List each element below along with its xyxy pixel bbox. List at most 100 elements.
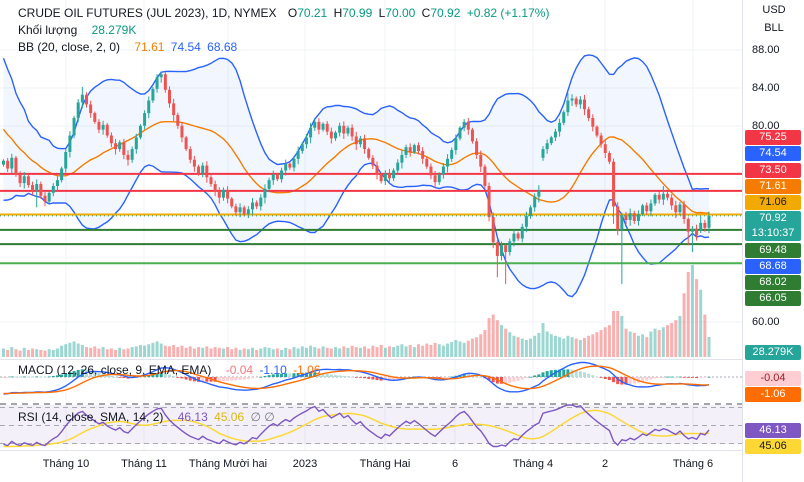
symbol-header[interactable]: CRUDE OIL FUTURES (JUL 2023), 1D, NYMEX …	[18, 6, 552, 20]
volume-bar	[570, 337, 574, 357]
volume-bar	[155, 341, 159, 357]
volume-bar	[2, 348, 5, 357]
volume-bar	[562, 338, 566, 357]
volume-bar	[632, 332, 636, 357]
volume-study-header[interactable]: Khối lượng 28.279K	[18, 23, 139, 37]
macd-histogram-bar	[251, 377, 254, 379]
candle-body	[80, 94, 84, 103]
candle-body	[246, 209, 250, 215]
macd-histogram-bar	[292, 373, 296, 377]
bb-fill	[3, 54, 709, 297]
volume-bar	[85, 347, 88, 357]
volume-bar	[379, 344, 383, 357]
volume-bar	[354, 347, 358, 357]
volume-bar	[151, 342, 155, 357]
plot-area[interactable]	[0, 0, 742, 450]
price-chart[interactable]	[0, 0, 804, 450]
candle-body	[520, 226, 524, 239]
price-axis-label: 71.06	[745, 195, 801, 210]
candle-body	[163, 74, 167, 90]
candle-body	[317, 121, 321, 130]
volume-bar	[636, 335, 640, 357]
change-value: +0.82 (+1.17%)	[466, 6, 550, 20]
rsi-ma-line	[3, 409, 710, 448]
volume-bar	[313, 347, 317, 357]
volume-bar	[541, 323, 545, 357]
candle-body	[217, 191, 221, 198]
volume-bar	[466, 340, 470, 357]
macd-histogram-bar	[587, 373, 591, 377]
volume-bar	[421, 345, 425, 357]
macd-histogram-bar	[533, 375, 537, 377]
low-value: 70.00	[385, 6, 416, 20]
volume-bar	[296, 348, 300, 357]
volume-bar	[686, 272, 690, 357]
candle-body	[2, 160, 5, 165]
volume-bar	[545, 331, 549, 357]
macd-histogram-bar	[583, 372, 586, 377]
macd-histogram-bar	[176, 377, 180, 378]
macd-histogram-bar	[624, 377, 628, 385]
volume-bar	[89, 347, 93, 357]
volume-bar	[105, 349, 109, 357]
volume-bar	[396, 345, 400, 357]
candle-body	[462, 121, 466, 128]
volume-bar	[583, 337, 586, 357]
bb-study-header[interactable]: BB (20, close, 2, 0) 71.61 74.54 68.68	[18, 40, 240, 54]
candle-body	[408, 147, 412, 153]
price-axis-label: 45.06	[745, 439, 801, 454]
macd-histogram-bar	[520, 377, 524, 380]
volume-bar	[338, 348, 342, 357]
candle-body	[707, 215, 711, 228]
candle-body	[342, 125, 346, 134]
macd-signal-value: -1.06	[293, 363, 321, 377]
price-axis-label: 75.25	[745, 130, 801, 145]
volume-bar	[10, 347, 14, 357]
macd-histogram-bar	[201, 377, 205, 382]
macd-histogram-bar	[628, 377, 632, 384]
volume-bar	[529, 338, 533, 357]
volume-bar	[14, 349, 18, 357]
macd-pane-header[interactable]: MACD (12, 26, close, 9, EMA, EMA) -0.04 …	[18, 363, 324, 377]
candle-body	[558, 122, 562, 132]
candle-body	[483, 166, 487, 187]
macd-histogram-bar	[570, 369, 574, 377]
volume-bar	[346, 347, 350, 357]
candle-body	[674, 205, 678, 213]
volume-bar	[599, 330, 603, 357]
volume-bar	[97, 348, 101, 357]
macd-histogram-bar	[392, 377, 396, 380]
macd-histogram-bar	[649, 377, 653, 380]
volume-bar	[93, 346, 97, 357]
macd-histogram-bar	[60, 374, 64, 377]
time-axis[interactable]: Tháng 10 Tháng 11 Tháng Mười hai 2023 Tháng …	[0, 450, 804, 482]
volume-bar	[230, 349, 234, 357]
rsi-pane-header[interactable]: RSI (14, close, SMA, 14, 2) 46.13 45.06 …	[18, 410, 278, 424]
low-label: L	[378, 6, 386, 20]
macd-histogram-bar	[574, 370, 578, 377]
volume-bar	[325, 347, 329, 357]
volume-bar	[138, 344, 142, 357]
candle-body	[134, 137, 138, 150]
candle-body	[578, 99, 582, 105]
candle-body	[412, 145, 416, 153]
candle-body	[93, 113, 97, 122]
candle-body	[678, 204, 682, 213]
candle-body	[201, 165, 205, 174]
macd-histogram-bar	[226, 377, 230, 381]
macd-histogram-bar	[271, 374, 275, 377]
volume-bar	[180, 345, 184, 357]
volume-bar	[458, 341, 462, 357]
macd-histogram-bar	[446, 377, 450, 378]
candle-body	[570, 98, 574, 101]
axis-tick-label: 84.00	[752, 82, 780, 94]
macd-histogram-bar	[350, 376, 354, 378]
candle-body	[309, 127, 313, 138]
volume-bar	[6, 349, 10, 357]
macd-histogram-bar	[682, 377, 686, 378]
macd-histogram-bar	[670, 376, 674, 378]
price-axis[interactable]: USD BLL 88.00 84.00 80.00 60.00 75.25 74.54 73…	[742, 0, 804, 482]
axis-unit: BLL	[764, 22, 784, 34]
candle-body	[51, 186, 55, 193]
